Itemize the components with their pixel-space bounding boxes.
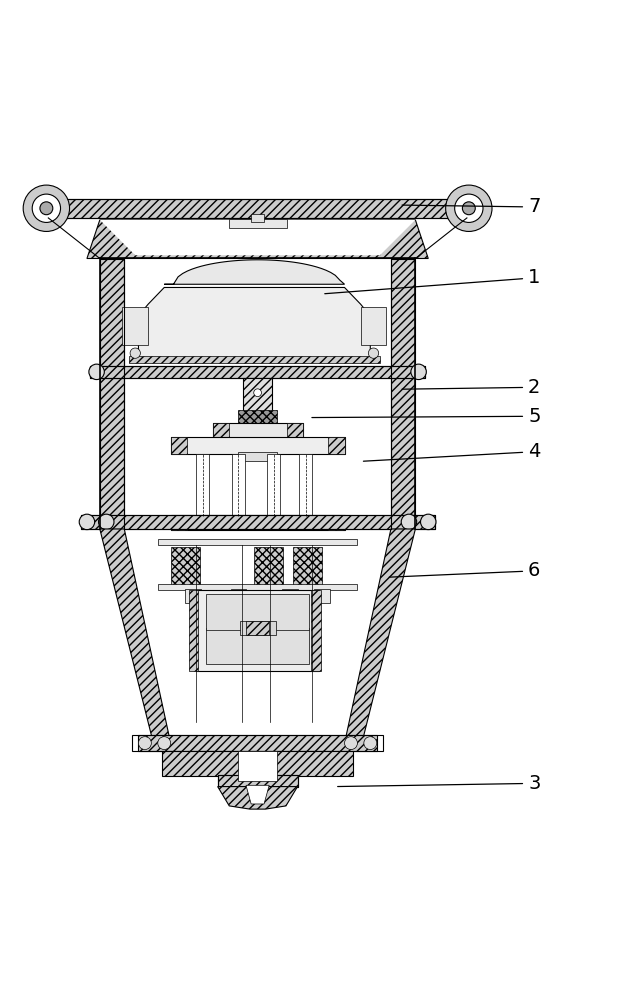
Bar: [171, 437, 345, 454]
Polygon shape: [87, 220, 428, 258]
Bar: [282, 589, 298, 603]
Bar: [238, 751, 277, 781]
Text: 7: 7: [402, 197, 540, 216]
Bar: [122, 307, 148, 345]
Text: 2: 2: [402, 378, 540, 397]
Bar: [243, 378, 272, 411]
Bar: [314, 589, 330, 603]
Circle shape: [254, 389, 261, 397]
Bar: [171, 547, 200, 587]
Circle shape: [455, 194, 483, 222]
Bar: [243, 378, 272, 411]
Circle shape: [411, 364, 426, 380]
Bar: [311, 590, 321, 671]
Circle shape: [40, 202, 53, 215]
Bar: [138, 735, 377, 751]
Bar: [328, 437, 345, 454]
Bar: [287, 423, 303, 438]
Bar: [213, 423, 303, 438]
Circle shape: [158, 737, 171, 750]
Bar: [189, 590, 198, 671]
Bar: [218, 775, 298, 787]
Bar: [254, 547, 283, 587]
Bar: [229, 219, 287, 228]
Bar: [158, 539, 357, 545]
Bar: [100, 258, 124, 529]
Bar: [293, 547, 322, 587]
Bar: [391, 258, 415, 529]
Text: 1: 1: [325, 268, 540, 294]
Bar: [361, 307, 386, 345]
Bar: [129, 356, 380, 363]
Bar: [240, 621, 276, 635]
Text: 6: 6: [389, 561, 540, 580]
Bar: [213, 423, 229, 438]
Bar: [267, 454, 280, 516]
Circle shape: [462, 202, 475, 215]
Bar: [90, 366, 425, 378]
Circle shape: [89, 364, 104, 380]
Bar: [35, 199, 480, 218]
Text: 5: 5: [312, 407, 540, 426]
Polygon shape: [100, 220, 415, 255]
Polygon shape: [138, 287, 370, 358]
Circle shape: [446, 185, 492, 231]
Circle shape: [130, 348, 140, 358]
Bar: [328, 515, 345, 530]
Bar: [80, 515, 435, 529]
Bar: [251, 214, 264, 222]
Circle shape: [345, 737, 357, 750]
Bar: [132, 735, 383, 751]
Bar: [238, 452, 277, 461]
Polygon shape: [164, 260, 345, 284]
Text: 3: 3: [337, 774, 540, 793]
Circle shape: [32, 194, 61, 222]
Polygon shape: [343, 529, 415, 748]
Bar: [158, 584, 357, 590]
Circle shape: [364, 737, 377, 750]
Bar: [185, 589, 201, 603]
Polygon shape: [246, 785, 269, 804]
Circle shape: [79, 514, 95, 530]
Polygon shape: [100, 529, 172, 748]
Circle shape: [401, 514, 417, 530]
Bar: [196, 454, 209, 516]
Bar: [80, 515, 435, 529]
Bar: [90, 366, 425, 378]
Text: 4: 4: [363, 442, 540, 461]
Bar: [171, 515, 187, 530]
Bar: [231, 589, 246, 603]
Bar: [246, 621, 269, 635]
Bar: [196, 590, 319, 671]
Bar: [35, 199, 480, 218]
Circle shape: [368, 348, 379, 358]
Bar: [206, 594, 309, 630]
Circle shape: [421, 514, 436, 530]
Circle shape: [138, 737, 151, 750]
Bar: [171, 515, 345, 530]
Bar: [232, 454, 245, 516]
Circle shape: [99, 514, 114, 530]
Bar: [162, 751, 353, 776]
Bar: [206, 628, 309, 664]
Bar: [218, 775, 298, 787]
Bar: [238, 410, 277, 423]
Bar: [171, 437, 187, 454]
Polygon shape: [218, 787, 298, 809]
Bar: [299, 454, 312, 516]
Circle shape: [23, 185, 70, 231]
